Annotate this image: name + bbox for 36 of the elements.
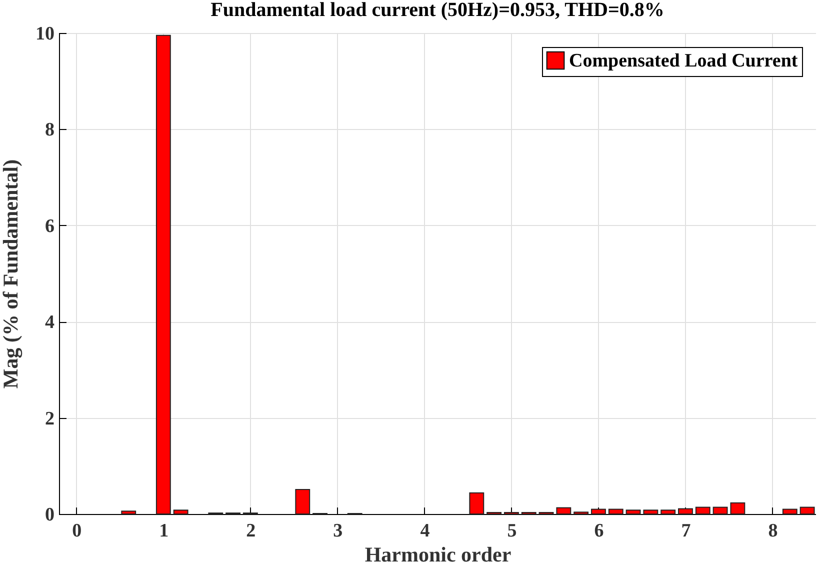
bar bbox=[678, 508, 693, 514]
x-tick-label: 1 bbox=[159, 520, 169, 542]
x-tick-label: 8 bbox=[768, 520, 778, 542]
bar bbox=[695, 506, 710, 514]
y-tick-label: 0 bbox=[45, 504, 54, 526]
bar bbox=[800, 506, 815, 514]
bar bbox=[156, 34, 171, 514]
bar bbox=[591, 508, 606, 514]
x-tick-label: 0 bbox=[72, 520, 82, 542]
bar bbox=[556, 507, 572, 514]
y-tick-label: 2 bbox=[45, 408, 54, 430]
x-tick-label: 6 bbox=[594, 520, 604, 542]
y-axis-title: Mag (% of Fundamental) bbox=[0, 159, 22, 389]
x-axis-title: Harmonic order bbox=[364, 542, 512, 566]
x-tick-label: 4 bbox=[420, 520, 430, 542]
bar bbox=[173, 510, 188, 514]
y-tick-label: 8 bbox=[45, 120, 54, 141]
bar bbox=[295, 488, 310, 514]
x-tick-label: 5 bbox=[507, 520, 517, 542]
x-tick-label: 2 bbox=[246, 520, 256, 542]
y-tick-label: 4 bbox=[45, 312, 55, 334]
y-tick-label: 10 bbox=[36, 24, 54, 44]
bar bbox=[121, 510, 136, 514]
chart-title: Fundamental load current (50Hz)=0.953, THD=0.8% bbox=[210, 0, 664, 21]
bar bbox=[712, 506, 728, 514]
bar bbox=[608, 508, 624, 514]
bar bbox=[469, 492, 484, 514]
x-tick-label: 7 bbox=[681, 520, 692, 542]
y-tick-label: 6 bbox=[45, 216, 54, 237]
x-tick-label: 3 bbox=[333, 520, 343, 542]
bar bbox=[643, 510, 658, 514]
legend-label: Compensated Load Current bbox=[569, 50, 798, 72]
bar bbox=[626, 510, 641, 514]
bar bbox=[660, 510, 676, 514]
bar bbox=[782, 508, 798, 514]
bar bbox=[730, 502, 746, 514]
